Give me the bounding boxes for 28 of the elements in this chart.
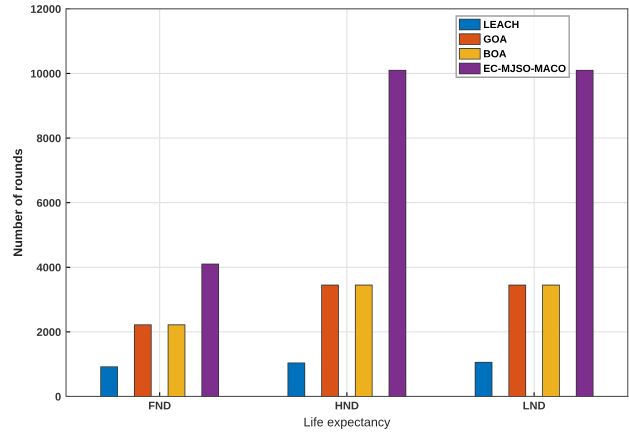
y-tick-label: 0 <box>55 392 61 401</box>
x-tick-label: HND <box>336 402 358 410</box>
bar <box>474 362 492 396</box>
bar <box>542 284 560 396</box>
legend-label: GOA <box>484 35 507 43</box>
bar <box>134 324 152 396</box>
bar <box>354 284 373 396</box>
legend-label: LEACH <box>484 20 518 28</box>
bar <box>287 362 306 396</box>
x-axis-title: Life expectancy <box>304 417 390 429</box>
bar <box>168 324 186 396</box>
y-tick-label: 10000 <box>30 70 61 78</box>
bar <box>100 366 118 396</box>
bar <box>388 70 406 396</box>
x-tick-label: FND <box>148 402 171 410</box>
y-tick-label: 4000 <box>36 264 61 272</box>
y-tick-label: 2000 <box>36 328 61 336</box>
bar <box>201 264 220 396</box>
y-tick-label: 8000 <box>36 134 61 142</box>
y-tick-label: 6000 <box>36 198 61 207</box>
legend-label: BOA <box>484 50 506 58</box>
bar <box>508 284 526 396</box>
legend-label: EC-MJSO-MACO <box>484 64 566 72</box>
y-tick-label: 12000 <box>30 5 61 13</box>
bar <box>321 284 339 396</box>
bar <box>576 70 594 396</box>
y-axis-title: Number of rounds <box>13 149 22 256</box>
x-tick-label: LND <box>523 402 546 410</box>
